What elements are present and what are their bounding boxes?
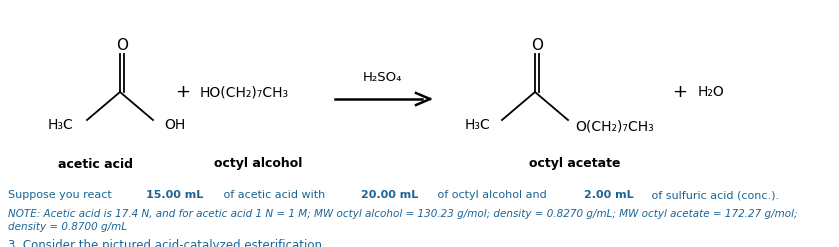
Text: 20.00 mL: 20.00 mL bbox=[361, 190, 418, 200]
Text: 3. Consider the pictured acid-catalyzed esterification.: 3. Consider the pictured acid-catalyzed … bbox=[8, 239, 326, 247]
Text: O(CH₂)₇CH₃: O(CH₂)₇CH₃ bbox=[575, 120, 654, 134]
Text: HO(CH₂)₇CH₃: HO(CH₂)₇CH₃ bbox=[200, 85, 289, 99]
Text: NOTE: Acetic acid is 17.4 N, and for acetic acid 1 N = 1 M; MW octyl alcohol = 1: NOTE: Acetic acid is 17.4 N, and for ace… bbox=[8, 209, 798, 232]
Text: Suppose you react: Suppose you react bbox=[8, 190, 115, 200]
Text: 15.00 mL: 15.00 mL bbox=[146, 190, 204, 200]
Text: O: O bbox=[116, 38, 128, 53]
Text: OH: OH bbox=[164, 118, 185, 132]
Text: of octyl alcohol and: of octyl alcohol and bbox=[435, 190, 550, 200]
Text: H₂O: H₂O bbox=[698, 85, 725, 99]
Text: octyl acetate: octyl acetate bbox=[529, 158, 621, 170]
Text: acetic acid: acetic acid bbox=[58, 158, 133, 170]
Text: octyl alcohol: octyl alcohol bbox=[214, 158, 302, 170]
Text: H₃C: H₃C bbox=[47, 118, 73, 132]
Text: H₃C: H₃C bbox=[464, 118, 490, 132]
Text: 2.00 mL: 2.00 mL bbox=[585, 190, 634, 200]
Text: of acetic acid with: of acetic acid with bbox=[221, 190, 329, 200]
Text: of sulfuric acid (conc.).: of sulfuric acid (conc.). bbox=[649, 190, 779, 200]
Text: O: O bbox=[531, 38, 543, 53]
Text: H₂SO₄: H₂SO₄ bbox=[362, 70, 402, 83]
Text: +: + bbox=[175, 83, 190, 101]
Text: +: + bbox=[673, 83, 687, 101]
